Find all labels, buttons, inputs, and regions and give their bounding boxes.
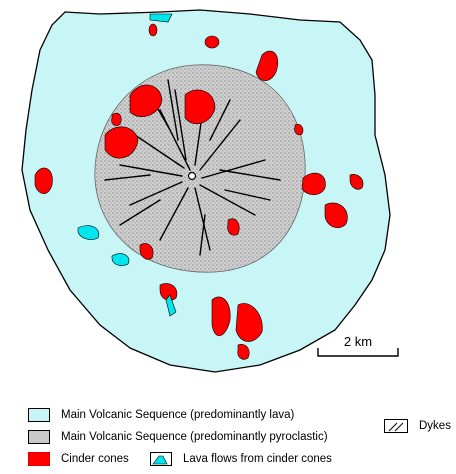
lava-flows <box>77 13 177 317</box>
geologic-map: 2 km <box>21 9 399 373</box>
legend-label-flow: Lava flows from cinder cones <box>183 453 332 465</box>
pyroclastic-zone <box>94 64 306 273</box>
cinder-cones <box>34 23 364 360</box>
legend-item-dykes: Dykes <box>384 419 451 433</box>
legend-label-lava: Main Volcanic Sequence (predominantly la… <box>61 409 295 421</box>
legend-label-cinder: Cinder cones <box>61 453 129 465</box>
legend-item-pyroclastic: Main Volcanic Sequence (predominantly py… <box>28 430 328 444</box>
legend: Main Volcanic Sequence (predominantly la… <box>0 400 456 474</box>
legend-swatch-flow <box>150 452 172 466</box>
legend-label-pyroclastic: Main Volcanic Sequence (predominantly py… <box>61 431 328 443</box>
scale-bar-label: 2 km <box>344 334 372 349</box>
legend-item-cinder: Cinder cones <box>28 452 129 466</box>
dykes <box>104 79 281 256</box>
scale-bar: 2 km <box>317 334 399 357</box>
legend-swatch-cinder <box>28 452 50 466</box>
legend-swatch-dykes <box>384 419 408 433</box>
legend-label-dykes: Dykes <box>419 420 451 432</box>
legend-item-flow: Lava flows from cinder cones <box>150 452 332 466</box>
legend-item-lava: Main Volcanic Sequence (predominantly la… <box>28 408 294 422</box>
legend-swatch-pyroclastic <box>28 430 50 444</box>
crater-circle-icon <box>187 171 197 181</box>
legend-swatch-lava <box>28 408 50 422</box>
